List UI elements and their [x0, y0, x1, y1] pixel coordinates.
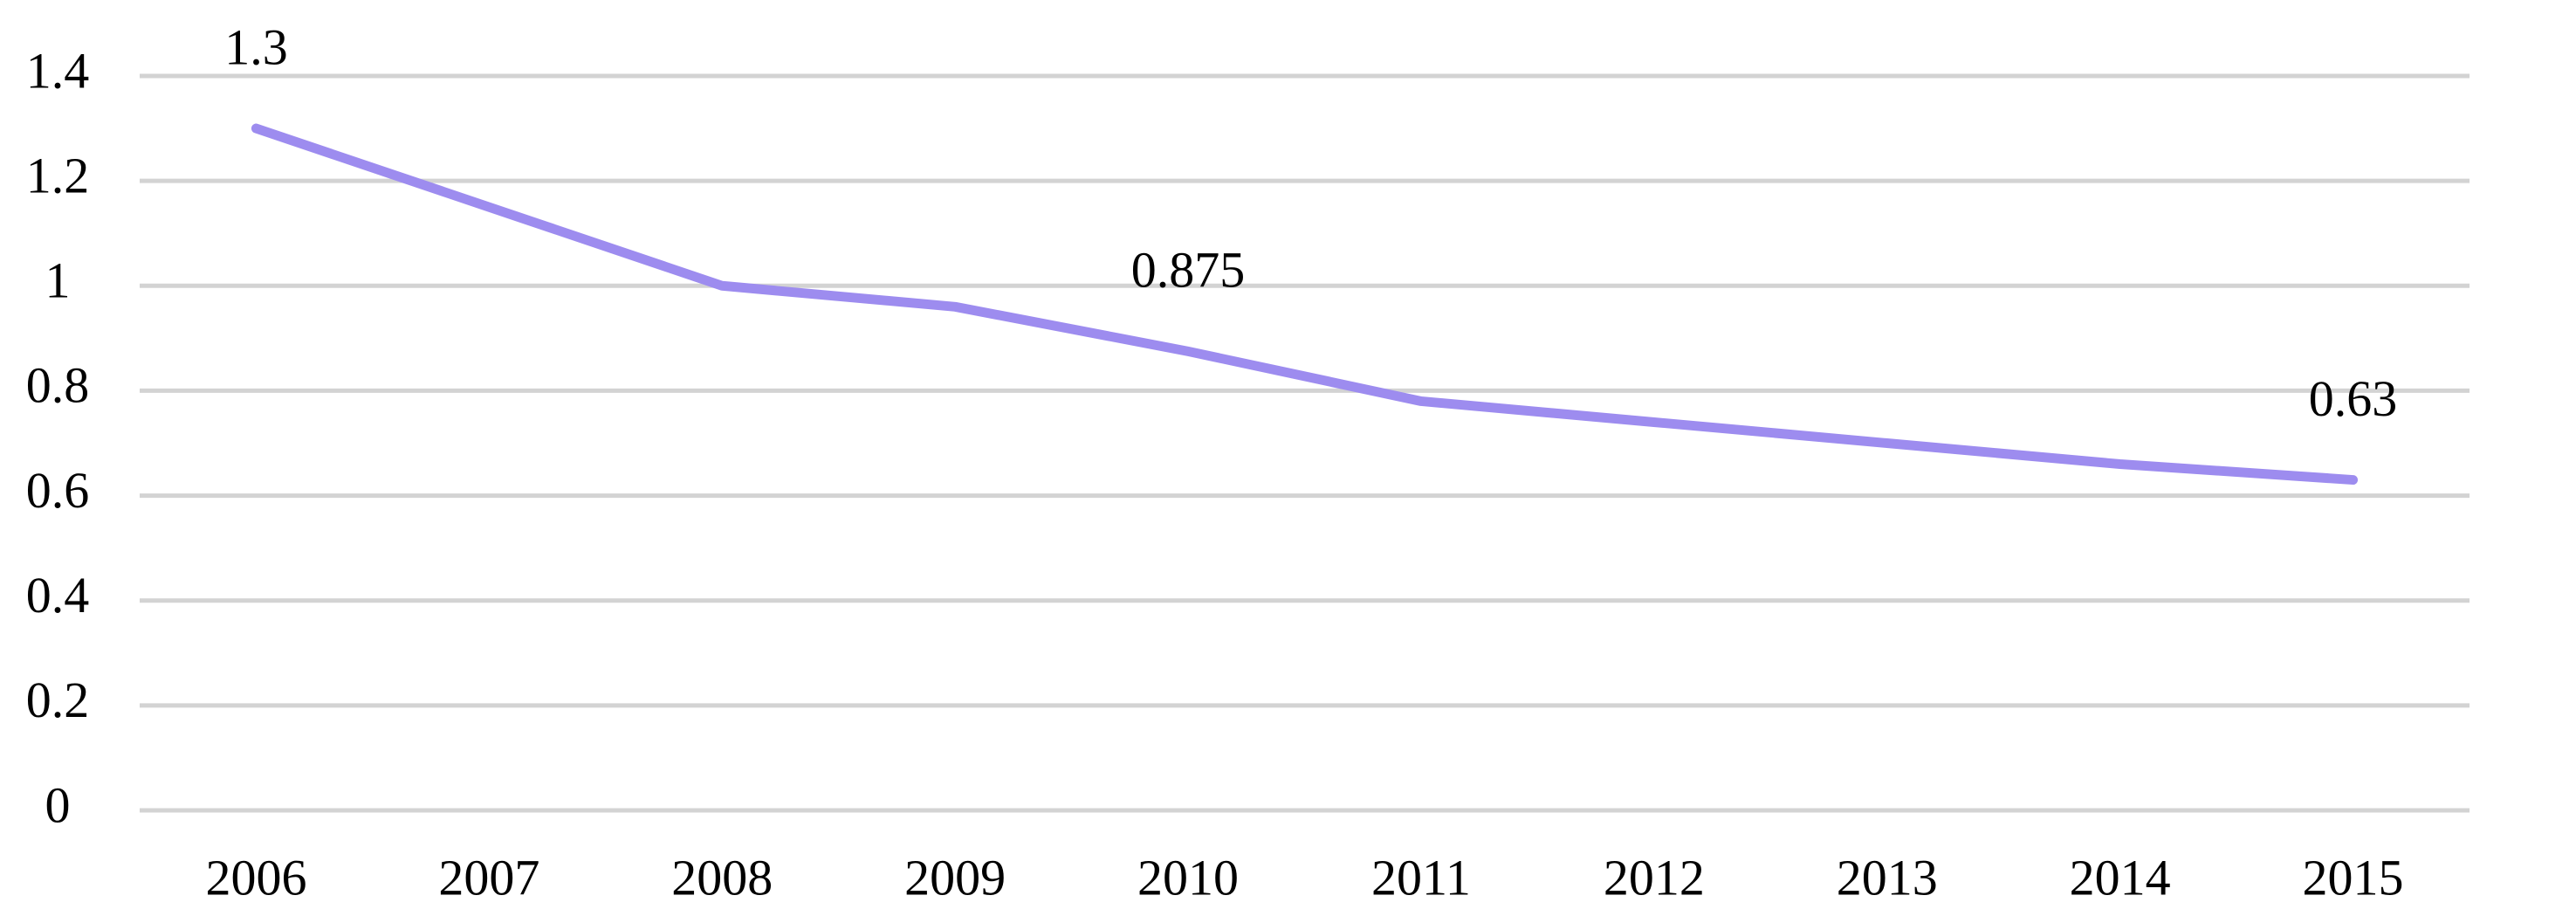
y-tick-label: 0.2	[26, 672, 90, 728]
x-tick-label: 2009	[904, 849, 1006, 906]
x-tick-label: 2010	[1137, 849, 1239, 906]
x-tick-label: 2013	[1837, 849, 1938, 906]
y-tick-label: 0.8	[26, 357, 90, 414]
y-tick-label: 1	[45, 252, 71, 309]
data-label: 0.875	[1131, 242, 1246, 299]
data-label: 1.3	[224, 18, 288, 75]
x-tick-label: 2008	[671, 849, 773, 906]
x-tick-label: 2012	[1604, 849, 1705, 906]
y-tick-label: 0.4	[26, 567, 90, 623]
data-label: 0.63	[2309, 370, 2398, 427]
x-tick-label: 2014	[2070, 849, 2171, 906]
y-tick-label: 1.4	[26, 42, 90, 99]
y-tick-label: 0.6	[26, 462, 90, 519]
x-tick-label: 2015	[2303, 849, 2404, 906]
line	[251, 123, 2359, 486]
y-tick-label: 0	[45, 776, 71, 833]
x-tick-label: 2007	[438, 849, 539, 906]
x-tick-label: 2006	[205, 849, 306, 906]
y-tick-label: 1.2	[26, 147, 90, 203]
x-tick-label: 2011	[1371, 849, 1471, 906]
